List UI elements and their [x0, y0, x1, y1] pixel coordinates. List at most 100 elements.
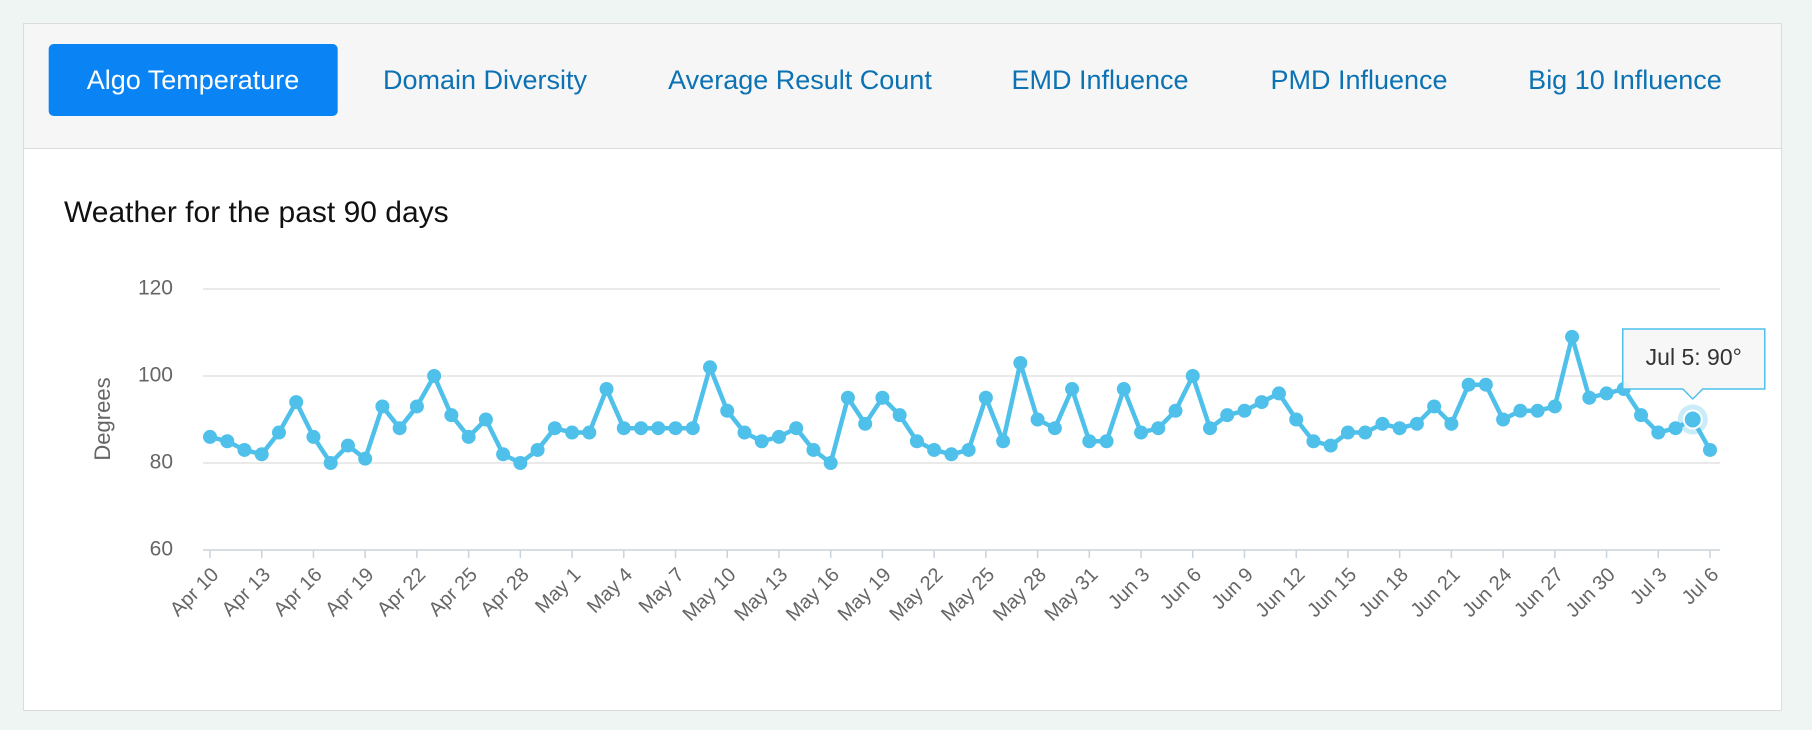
point — [944, 447, 959, 462]
x-tick-label: Jun 18 — [1355, 564, 1413, 622]
x-tick-label: Apr 25 — [425, 564, 482, 621]
x-tick-label: Jul 3 — [1626, 564, 1671, 609]
point — [1185, 369, 1200, 383]
point — [703, 360, 717, 375]
point — [1703, 442, 1717, 457]
point — [306, 429, 321, 444]
point — [1668, 421, 1683, 436]
point — [823, 456, 838, 470]
x-tick-label: Jun 27 — [1510, 564, 1568, 622]
point — [1444, 416, 1459, 431]
tab[interactable]: Average Result Count — [668, 65, 932, 95]
point — [1203, 421, 1217, 436]
point — [1427, 399, 1442, 414]
tab[interactable]: Algo Temperature — [48, 44, 338, 116]
point — [1375, 416, 1390, 431]
x-tick-label: May 1 — [531, 564, 585, 618]
point — [806, 442, 821, 457]
point — [1151, 421, 1166, 436]
point — [1134, 425, 1149, 440]
point — [754, 434, 769, 449]
point — [1634, 408, 1649, 423]
tab[interactable]: Domain Diversity — [382, 65, 588, 95]
point — [1168, 403, 1183, 418]
x-tick-label: May 25 — [937, 564, 999, 626]
point — [1116, 382, 1131, 397]
x-tick-label: Jun 24 — [1458, 564, 1516, 622]
point — [427, 369, 442, 383]
point — [530, 442, 545, 457]
x-tick-label: Apr 28 — [476, 564, 533, 621]
point — [1478, 377, 1493, 392]
highlight-point — [1682, 409, 1703, 430]
point — [1340, 425, 1355, 440]
point — [961, 442, 976, 457]
point — [634, 421, 649, 436]
point — [340, 438, 355, 453]
x-tick-label: May 10 — [679, 564, 741, 626]
y-tick-label: 80 — [150, 451, 173, 474]
point — [392, 421, 407, 436]
point — [582, 425, 597, 440]
point — [547, 421, 562, 436]
point — [1461, 377, 1476, 392]
point — [1358, 425, 1373, 440]
x-tick-label: Jun 3 — [1104, 564, 1154, 614]
x-tick-label: Jun 15 — [1303, 564, 1361, 622]
point — [1271, 386, 1286, 401]
point — [237, 442, 252, 457]
tab[interactable]: Big 10 Influence — [1528, 65, 1722, 95]
point — [271, 425, 286, 440]
point — [1030, 412, 1045, 427]
y-tick-label: 100 — [138, 364, 173, 387]
point — [1306, 434, 1321, 449]
x-tick-label: May 16 — [782, 564, 844, 626]
point — [1565, 329, 1580, 344]
point — [375, 399, 390, 414]
point — [909, 434, 924, 449]
point — [254, 447, 269, 462]
point — [737, 425, 752, 440]
panel: Algo Temperature Domain Diversity Average … — [23, 23, 1782, 711]
tooltip-box — [1622, 328, 1766, 401]
point — [616, 421, 631, 436]
x-tick-label: Jun 21 — [1407, 564, 1465, 622]
point — [1237, 403, 1252, 418]
point — [203, 429, 217, 444]
x-tick-label: Jun 12 — [1251, 564, 1309, 622]
x-tick-label: Apr 16 — [269, 564, 326, 621]
point — [720, 403, 735, 418]
x-tick-label: Apr 13 — [218, 564, 275, 621]
tab[interactable]: PMD Influence — [1270, 65, 1448, 95]
point — [651, 421, 666, 436]
point — [1220, 408, 1235, 423]
point — [444, 408, 459, 423]
point — [668, 421, 683, 436]
x-tick-label: Apr 10 — [166, 564, 223, 621]
point — [323, 456, 338, 470]
x-tick-label: May 22 — [885, 564, 947, 626]
point — [289, 395, 304, 410]
point — [771, 429, 786, 444]
point — [1599, 386, 1614, 401]
point — [220, 434, 235, 449]
x-tick-label: May 28 — [989, 564, 1051, 626]
point — [409, 399, 424, 414]
chart-title: Weather for the past 90 days — [64, 196, 449, 229]
point — [565, 425, 580, 440]
point — [875, 390, 890, 405]
y-tick-label: 120 — [138, 277, 173, 300]
x-tick-label: Jul 6 — [1678, 564, 1723, 609]
point — [685, 421, 700, 436]
x-tick-label: Apr 22 — [373, 564, 430, 621]
y-axis-label: Degrees — [90, 377, 115, 460]
point — [1496, 412, 1511, 427]
point — [496, 447, 511, 462]
point — [1254, 395, 1269, 410]
point — [1013, 355, 1028, 370]
tab[interactable]: EMD Influence — [1011, 65, 1189, 95]
point — [461, 429, 476, 444]
point — [927, 442, 942, 457]
point — [1547, 399, 1562, 414]
